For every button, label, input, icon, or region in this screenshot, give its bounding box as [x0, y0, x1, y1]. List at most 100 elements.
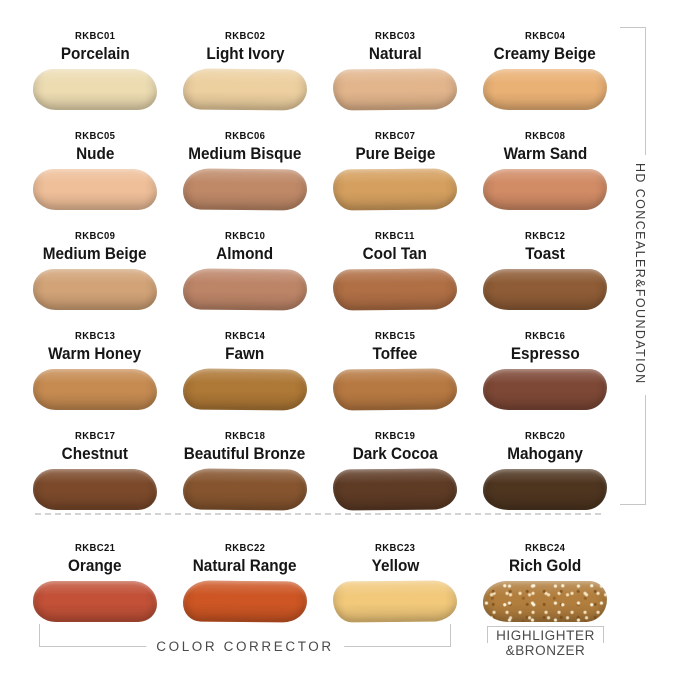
shade-name: Espresso [510, 344, 580, 363]
shade-swatch [182, 468, 308, 511]
shade-cell: RKBC16 Espresso [470, 320, 620, 420]
shade-name: Toast [525, 244, 565, 263]
shade-code: RKBC06 [224, 131, 266, 142]
shade-code: RKBC02 [224, 31, 266, 42]
shade-name: Natural [368, 44, 422, 63]
shade-code: RKBC22 [224, 543, 266, 554]
shade-swatch [33, 469, 157, 510]
shade-name: Fawn [225, 344, 265, 363]
shade-cell: RKBC21 Orange [20, 532, 170, 632]
shade-swatch [182, 168, 308, 211]
side-bracket-bottom [620, 395, 646, 505]
shade-cell: RKBC09 Medium Beige [20, 220, 170, 320]
shade-swatch [483, 169, 607, 210]
shade-cell: RKBC22 Natural Range [170, 532, 320, 632]
shade-cell: RKBC04 Creamy Beige [470, 20, 620, 120]
shade-cell: RKBC17 Chestnut [20, 420, 170, 520]
shade-swatch [332, 268, 458, 311]
shade-swatch [332, 168, 458, 211]
shade-code: RKBC08 [524, 131, 566, 142]
shade-row: RKBC21 Orange RKBC22 Natural Range RKBC2… [20, 532, 620, 632]
shade-code: RKBC19 [374, 431, 416, 442]
shade-code: RKBC24 [524, 543, 566, 554]
shade-name: Warm Honey [48, 344, 142, 363]
shade-cell: RKBC23 Yellow [320, 532, 470, 632]
shade-name: Creamy Beige [493, 44, 597, 63]
shade-code: RKBC04 [524, 31, 566, 42]
shade-row: RKBC17 Chestnut RKBC18 Beautiful Bronze … [20, 420, 620, 520]
shade-code: RKBC09 [74, 231, 116, 242]
shade-code: RKBC16 [524, 331, 566, 342]
shade-swatch [483, 69, 607, 110]
shade-name: Cool Tan [362, 244, 428, 263]
shade-cell: RKBC14 Fawn [170, 320, 320, 420]
shade-cell: RKBC07 Pure Beige [320, 120, 470, 220]
shade-swatch [483, 269, 607, 310]
shade-cell: RKBC08 Warm Sand [470, 120, 620, 220]
shade-name: Almond [216, 244, 274, 263]
shade-name: Natural Range [193, 556, 297, 575]
shade-swatch [332, 468, 458, 511]
shade-name: Chestnut [61, 444, 129, 463]
shade-code: RKBC23 [374, 543, 416, 554]
highlighter-bronzer-label: HIGHLIGHTER &BRONZER [487, 628, 604, 658]
shade-cell: RKBC11 Cool Tan [320, 220, 470, 320]
shade-swatch [332, 68, 458, 111]
shade-code: RKBC03 [374, 31, 416, 42]
shade-cell: RKBC13 Warm Honey [20, 320, 170, 420]
highlighter-bronzer-bracket [487, 626, 604, 643]
shade-swatch [332, 580, 458, 623]
shade-swatch [483, 581, 607, 622]
shade-row: RKBC01 Porcelain RKBC02 Light Ivory RKBC… [20, 20, 620, 120]
shade-name: Nude [75, 144, 115, 163]
dashed-divider [35, 513, 601, 515]
shade-cell: RKBC18 Beautiful Bronze [170, 420, 320, 520]
shade-swatch [33, 369, 157, 410]
shade-name: Mahogany [507, 444, 583, 463]
color-corrector-label: COLOR CORRECTOR [146, 638, 344, 655]
section-corrector-highlighter: RKBC21 Orange RKBC22 Natural Range RKBC2… [20, 532, 620, 632]
shade-name: Rich Gold [508, 556, 582, 575]
shade-cell: RKBC20 Mahogany [470, 420, 620, 520]
highlighter-label-line2: &BRONZER [505, 642, 586, 658]
shade-swatch [33, 169, 157, 210]
shade-name: Beautiful Bronze [184, 444, 306, 463]
shade-row: RKBC09 Medium Beige RKBC10 Almond RKBC11… [20, 220, 620, 320]
shade-code: RKBC20 [524, 431, 566, 442]
shade-cell: RKBC12 Toast [470, 220, 620, 320]
shade-swatch [182, 268, 308, 311]
shade-name: Porcelain [60, 44, 130, 63]
section-hd-concealer-foundation: RKBC01 Porcelain RKBC02 Light Ivory RKBC… [20, 20, 620, 520]
shade-code: RKBC12 [524, 231, 566, 242]
shade-name: Toffee [372, 344, 418, 363]
shade-cell: RKBC24 Rich Gold [470, 532, 620, 632]
shade-code: RKBC01 [74, 31, 116, 42]
shade-name: Pure Beige [355, 144, 435, 163]
shade-swatch [33, 581, 157, 622]
shade-cell: RKBC02 Light Ivory [170, 20, 320, 120]
shade-code: RKBC11 [375, 231, 415, 242]
highlighter-label-line1: HIGHLIGHTER [492, 628, 599, 644]
shade-code: RKBC10 [224, 231, 266, 242]
shade-cell: RKBC01 Porcelain [20, 20, 170, 120]
shade-row: RKBC05 Nude RKBC06 Medium Bisque RKBC07 … [20, 120, 620, 220]
shade-code: RKBC13 [74, 331, 116, 342]
shade-swatch [182, 68, 308, 111]
shade-code: RKBC18 [224, 431, 266, 442]
shade-code: RKBC05 [74, 131, 116, 142]
shade-swatch [33, 269, 157, 310]
shade-code: RKBC21 [74, 543, 116, 554]
side-bracket-top [620, 27, 646, 155]
shade-row: RKBC13 Warm Honey RKBC14 Fawn RKBC15 Tof… [20, 320, 620, 420]
shade-swatch [332, 368, 458, 411]
shade-code: RKBC07 [374, 131, 416, 142]
shade-cell: RKBC19 Dark Cocoa [320, 420, 470, 520]
shade-cell: RKBC06 Medium Bisque [170, 120, 320, 220]
shade-cell: RKBC10 Almond [170, 220, 320, 320]
shade-swatch [182, 580, 308, 623]
shade-swatch [182, 368, 308, 411]
shade-name: Dark Cocoa [352, 444, 438, 463]
shade-name: Medium Beige [43, 244, 147, 263]
shade-code: RKBC17 [74, 431, 116, 442]
shade-name: Warm Sand [503, 144, 587, 163]
